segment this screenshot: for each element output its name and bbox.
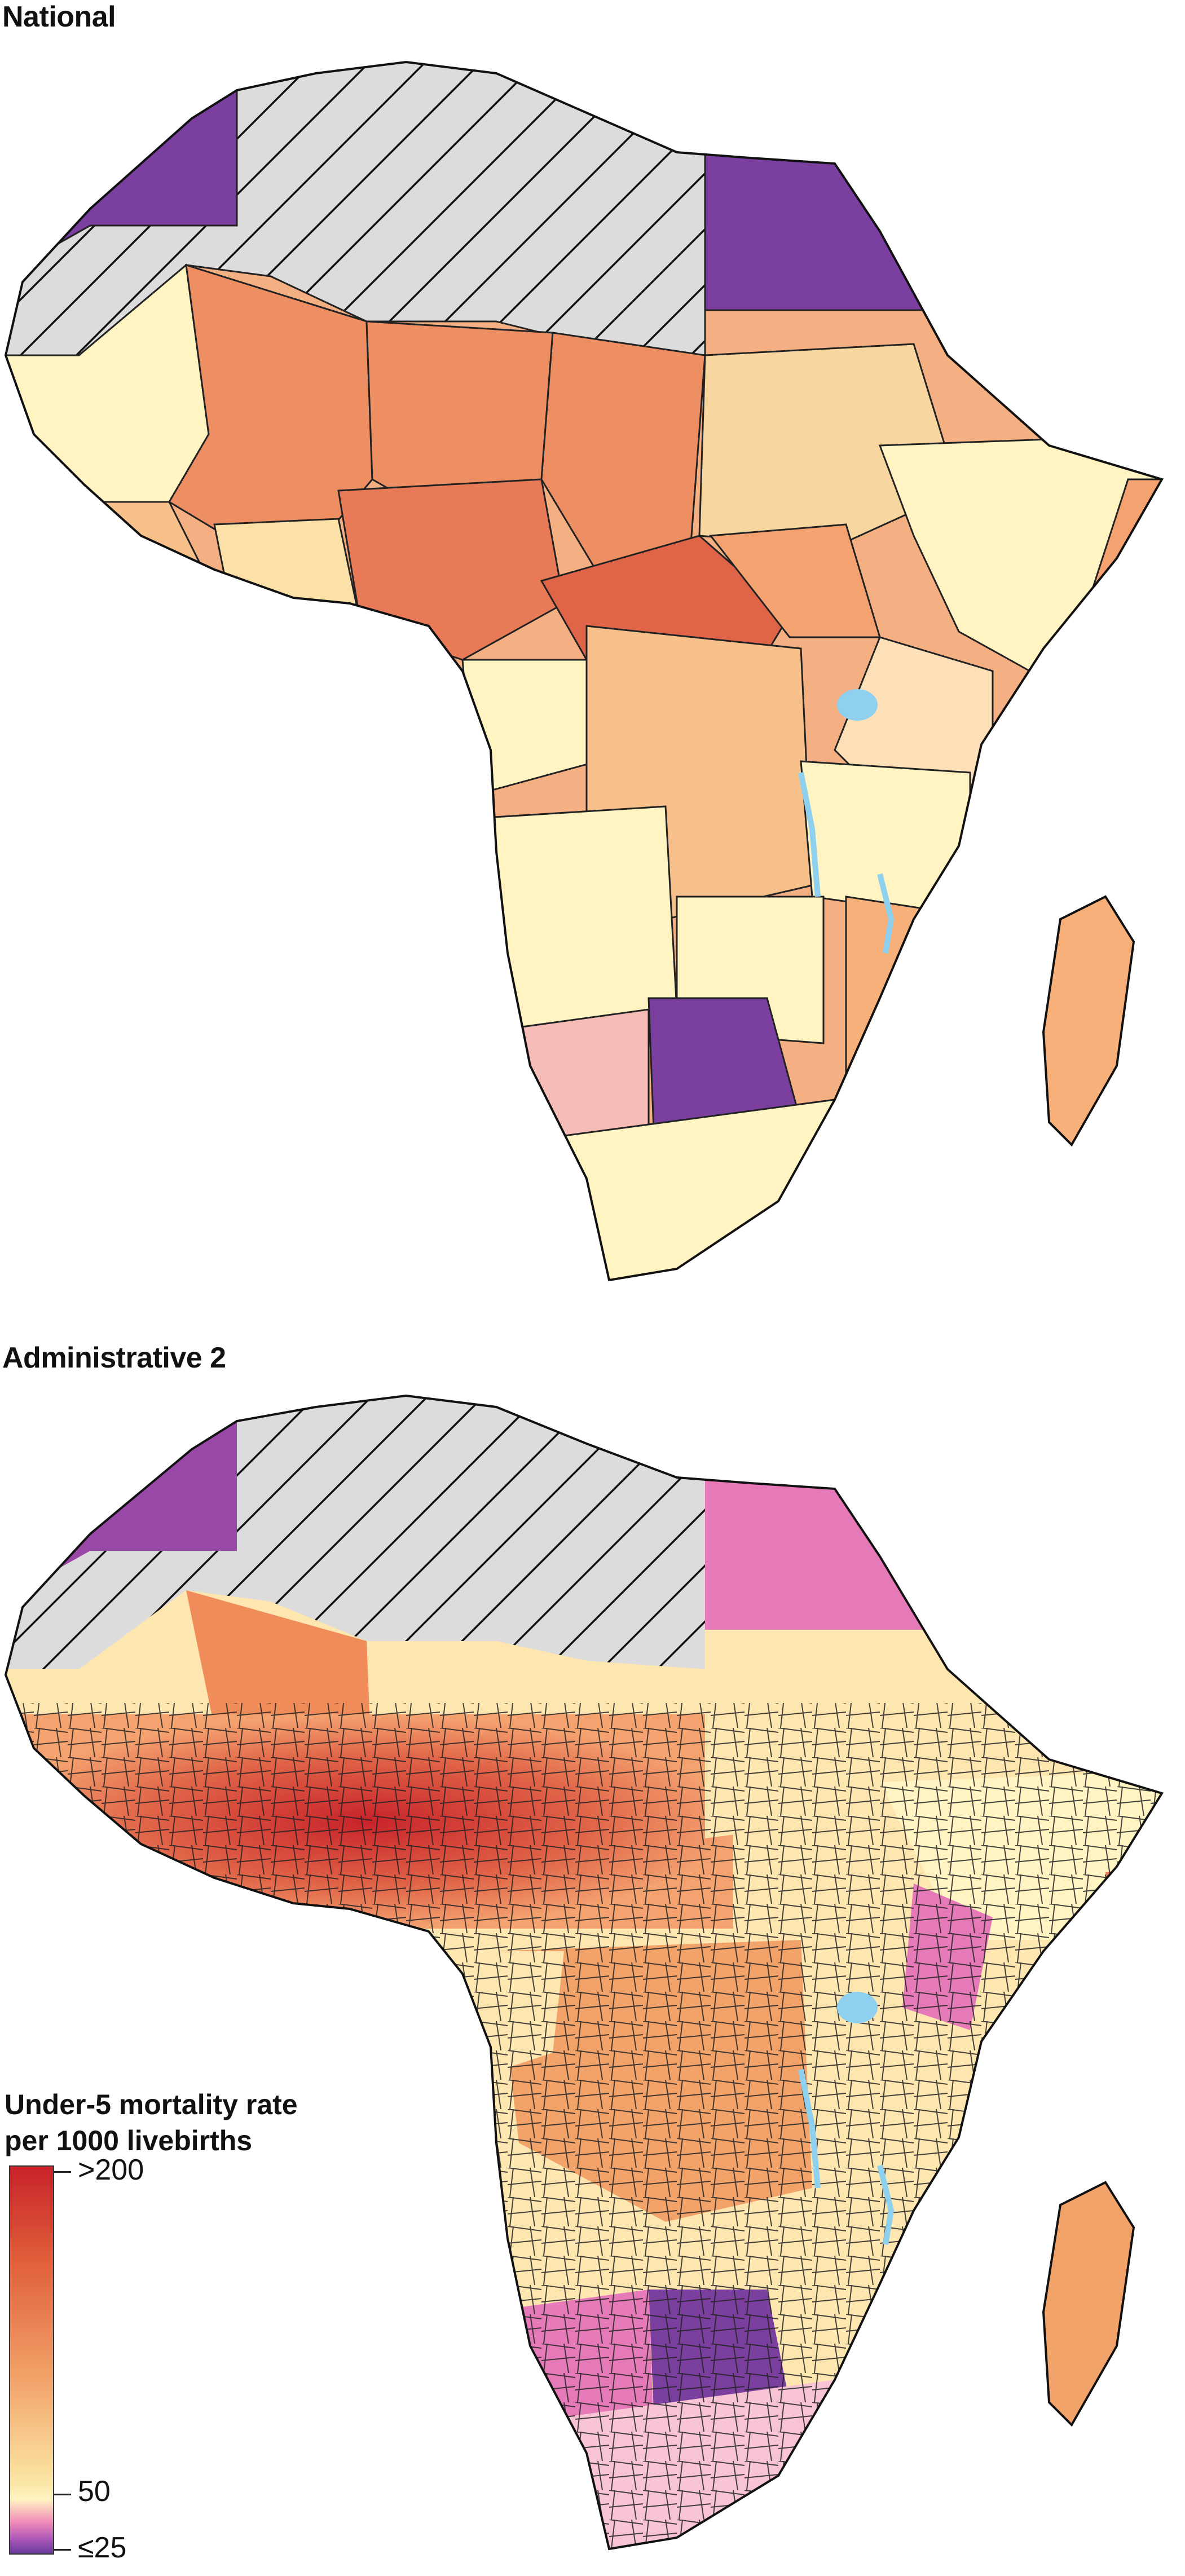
region-no-data-admin xyxy=(6,1396,705,1669)
lake-tanganyika xyxy=(798,772,821,897)
legend-label-min: ≤25 xyxy=(78,2531,127,2564)
region-nigeria xyxy=(337,478,565,661)
legend-title: Under-5 mortality rate per 1000 livebirt… xyxy=(5,2087,298,2159)
region-madagascar xyxy=(1042,895,1135,1147)
lake-tanganyika-admin xyxy=(798,2069,821,2189)
region-egypt-south xyxy=(705,1477,1162,1630)
legend-colorbar xyxy=(9,2165,54,2555)
lake-malawi-admin xyxy=(877,2164,895,2245)
region-south-africa xyxy=(495,1099,847,1280)
legend-tick-top xyxy=(54,2171,71,2173)
admin2-map xyxy=(4,1394,1164,2551)
lake-malawi xyxy=(877,873,895,954)
region-egypt xyxy=(704,62,1162,311)
lake-victoria-admin xyxy=(837,1992,878,2023)
legend-label-50: 50 xyxy=(78,2475,111,2508)
region-egypt-north xyxy=(705,1396,1162,1477)
legend-title-line1: Under-5 mortality rate xyxy=(5,2089,298,2120)
region-madagascar-admin xyxy=(1042,2181,1135,2427)
region-mozambique xyxy=(845,896,994,1123)
national-map xyxy=(4,60,1164,1282)
legend-tick-mid xyxy=(54,2494,71,2495)
panel-title-national: National xyxy=(2,1,116,33)
panel-title-admin2: Administrative 2 xyxy=(2,1342,226,1374)
africa-outline-admin xyxy=(4,1394,1164,2551)
africa-outline xyxy=(4,60,1164,1282)
legend-title-line2: per 1000 livebirths xyxy=(5,2125,253,2156)
region-sudan xyxy=(698,343,960,548)
lake-victoria xyxy=(837,689,878,721)
legend-tick-bottom xyxy=(54,2549,71,2551)
legend-label-max: >200 xyxy=(78,2154,144,2186)
region-somalia-admin xyxy=(1105,1861,1162,2024)
